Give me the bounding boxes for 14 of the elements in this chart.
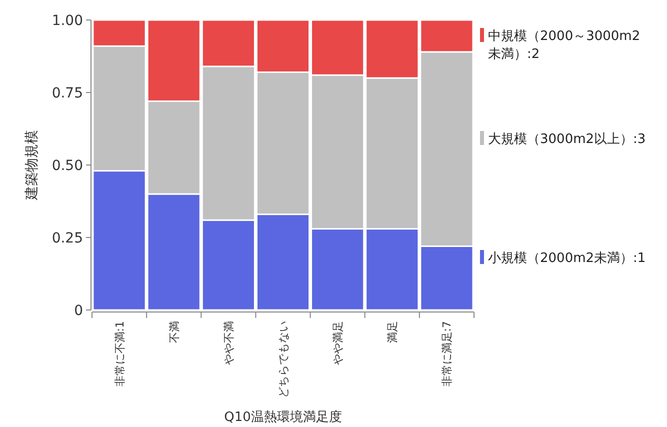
x-tick-label: 非常に不満:1	[113, 321, 126, 387]
x-tick-label: やや満足	[332, 321, 345, 365]
x-tick-label: 非常に満足:7	[440, 321, 454, 387]
x-axis-title: Q10温熱環境満足度	[224, 409, 342, 425]
x-tick-label: 不満	[168, 321, 181, 343]
y-tick-label: 0.75	[52, 86, 83, 102]
y-tick-label: 0	[74, 303, 83, 319]
y-tick-label: 1.00	[52, 13, 83, 29]
x-tick-label: どちらでもない	[277, 321, 290, 398]
y-axis-title: 建築物規模	[24, 130, 40, 201]
x-tick-label: やや不満	[222, 321, 236, 365]
x-tick-label: 満足	[386, 321, 400, 343]
y-tick-label: 0.50	[52, 158, 83, 174]
y-tick-label: 0.25	[52, 230, 83, 246]
